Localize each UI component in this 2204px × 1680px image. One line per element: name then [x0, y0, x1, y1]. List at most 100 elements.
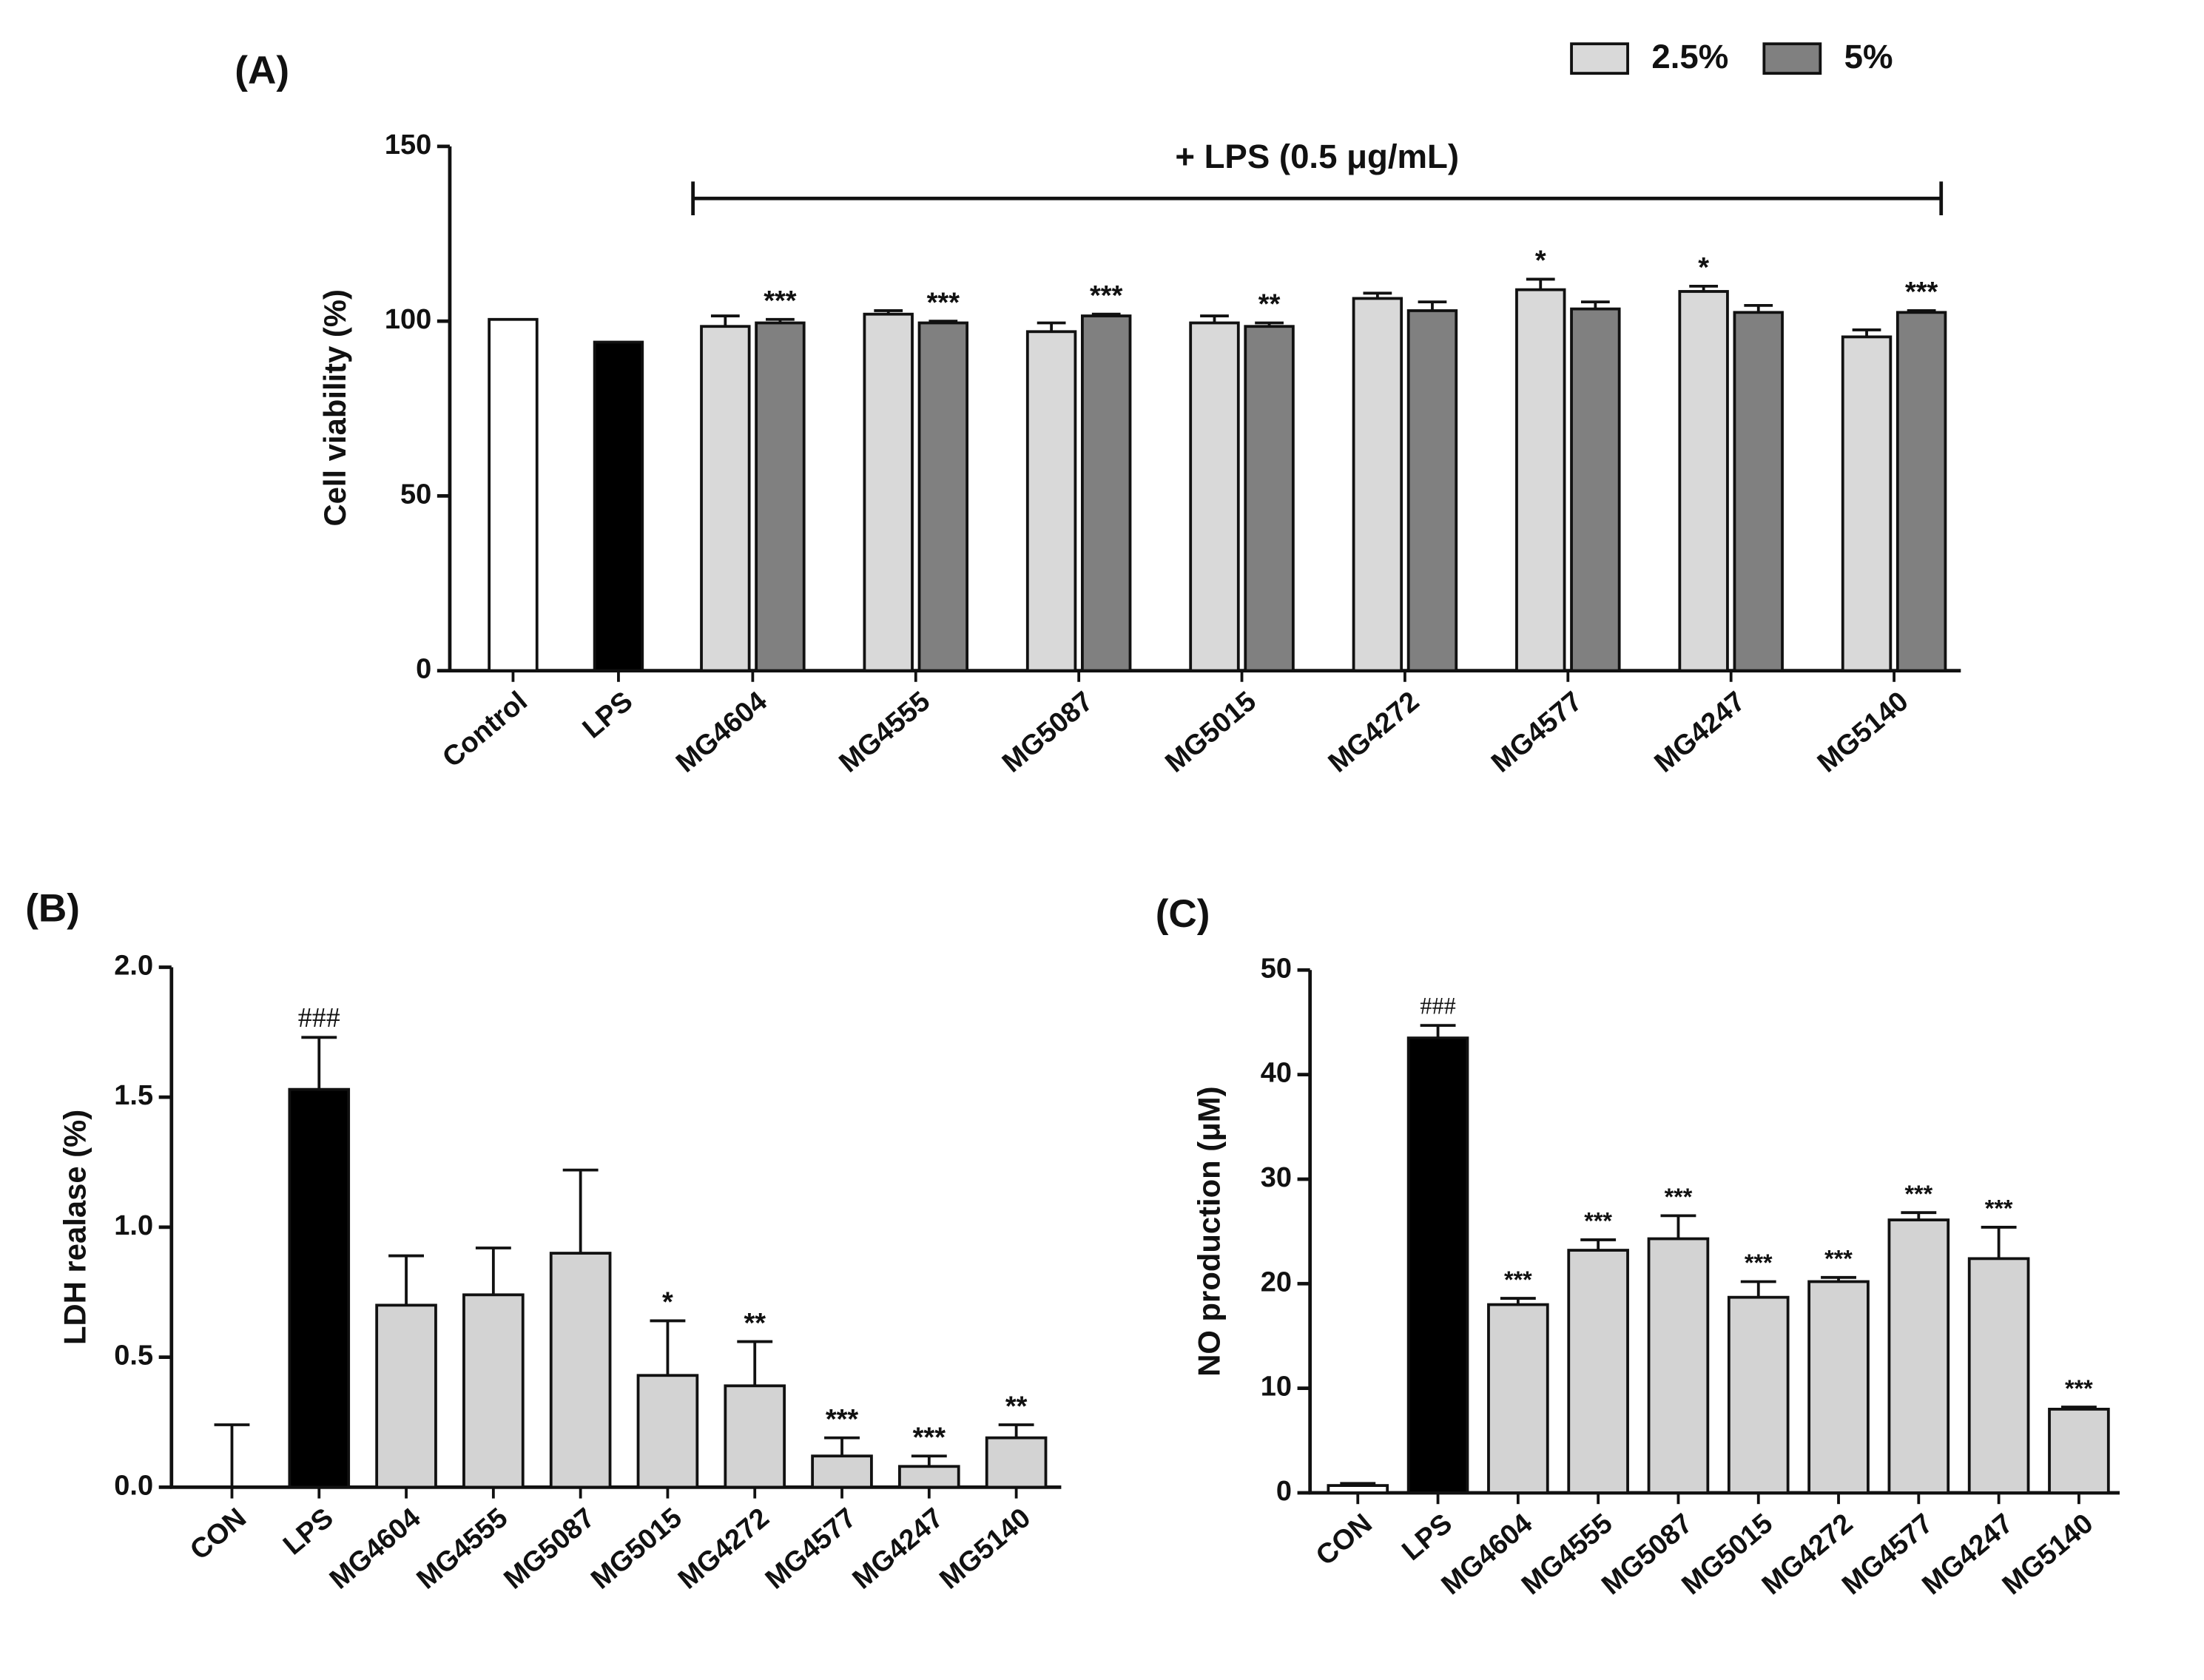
bar — [1406, 309, 1458, 672]
bracket-label: + LPS (0.5 μg/mL) — [1175, 138, 1459, 175]
bar — [724, 1384, 786, 1489]
x-tick-label: MG4247 — [847, 1502, 950, 1596]
legend-swatch — [1570, 42, 1629, 75]
x-tick-label: LPS — [577, 686, 639, 745]
y-tick-label: 0 — [1276, 1476, 1292, 1507]
significance-label: * — [1698, 252, 1709, 283]
significance-label: ** — [1005, 1391, 1028, 1422]
bar — [1352, 297, 1403, 672]
x-tick-label: MG4555 — [834, 686, 937, 779]
bar — [1807, 1280, 1870, 1494]
y-tick-label: 150 — [385, 129, 431, 161]
significance-label: *** — [1745, 1249, 1773, 1276]
bar — [755, 321, 806, 672]
bar — [1244, 325, 1295, 672]
bar — [811, 1454, 873, 1489]
x-tick-label: MG4555 — [1516, 1508, 1619, 1601]
significance-label: ### — [298, 1002, 340, 1033]
x-tick-label: MG5015 — [585, 1502, 688, 1596]
x-tick-label: MG5015 — [1159, 686, 1262, 779]
y-tick-label: 2.0 — [114, 950, 153, 981]
y-axis-label: NO production (μM) — [1192, 1086, 1227, 1376]
significance-label: *** — [1824, 1246, 1853, 1272]
y-tick-label: 1.0 — [114, 1210, 153, 1241]
legend-label: 5% — [1844, 38, 1893, 75]
x-tick-label: MG5140 — [1997, 1508, 2100, 1601]
y-axis-label: LDH realase (%) — [58, 1110, 92, 1345]
bar — [549, 1252, 612, 1489]
significance-label: *** — [2065, 1375, 2093, 1402]
bar — [1487, 1303, 1549, 1494]
significance-label: *** — [1985, 1195, 2013, 1222]
significance-label: *** — [826, 1404, 859, 1435]
bar — [917, 321, 969, 672]
bar — [898, 1465, 960, 1489]
x-tick-label: MG5087 — [498, 1502, 601, 1596]
bar — [375, 1303, 437, 1489]
bar — [1887, 1218, 1950, 1494]
y-tick-label: 40 — [1261, 1058, 1292, 1089]
bar — [1515, 288, 1566, 672]
x-tick-label: MG5015 — [1676, 1508, 1779, 1601]
panel-label: (A) — [235, 49, 289, 92]
x-tick-label: MG4577 — [760, 1502, 863, 1596]
x-tick-label: MG4577 — [1486, 686, 1588, 779]
bar — [2048, 1408, 2110, 1494]
significance-label: *** — [1090, 280, 1123, 311]
bar — [636, 1374, 699, 1489]
y-axis-label: Cell viability (%) — [317, 289, 352, 526]
panel-label: (B) — [25, 886, 80, 930]
bar — [593, 340, 644, 672]
y-tick-label: 0.5 — [114, 1340, 153, 1372]
y-tick-label: 0 — [416, 654, 431, 685]
bar — [1406, 1036, 1469, 1494]
bar — [1567, 1249, 1629, 1494]
bar — [1189, 321, 1240, 672]
panel-label: (C) — [1156, 892, 1210, 936]
legend-swatch — [1762, 42, 1822, 75]
y-tick-label: 20 — [1261, 1266, 1292, 1298]
significance-label: *** — [1665, 1184, 1693, 1210]
x-tick-label: LPS — [1396, 1508, 1458, 1567]
x-tick-label: MG4604 — [1436, 1508, 1539, 1601]
bar — [1895, 311, 1947, 672]
bar — [1647, 1237, 1710, 1494]
x-tick-label: MG5087 — [997, 686, 1099, 779]
significance-label: *** — [927, 287, 960, 318]
bar — [1733, 311, 1784, 672]
y-tick-label: 1.5 — [114, 1080, 153, 1111]
significance-label: * — [662, 1287, 673, 1318]
x-tick-label: MG5140 — [1812, 686, 1915, 779]
x-tick-label: MG4604 — [670, 686, 773, 779]
bar — [1081, 314, 1132, 672]
significance-label: ** — [1258, 289, 1281, 320]
y-tick-label: 30 — [1261, 1162, 1292, 1193]
x-tick-label: MG4272 — [1756, 1508, 1859, 1601]
y-tick-label: 0.0 — [114, 1470, 153, 1501]
bar — [1678, 290, 1729, 672]
significance-label: ** — [744, 1308, 766, 1339]
x-tick-label: Control — [437, 686, 533, 774]
bar — [863, 312, 914, 672]
x-tick-label: MG5140 — [934, 1502, 1037, 1596]
bar — [1570, 307, 1621, 672]
x-tick-label: MG4577 — [1836, 1508, 1939, 1601]
x-tick-label: LPS — [277, 1502, 340, 1562]
significance-label: ### — [1420, 993, 1455, 1019]
y-tick-label: 100 — [385, 304, 431, 335]
x-tick-label: MG4272 — [1323, 686, 1426, 779]
significance-label: *** — [913, 1422, 946, 1453]
bar — [700, 325, 751, 672]
significance-label: *** — [1905, 277, 1938, 308]
bar — [1025, 330, 1077, 672]
legend-label: 2.5% — [1651, 38, 1728, 75]
bar — [985, 1436, 1048, 1489]
y-tick-label: 50 — [400, 479, 431, 510]
x-tick-label: CON — [184, 1502, 252, 1566]
y-tick-label: 50 — [1261, 953, 1292, 984]
significance-label: * — [1535, 246, 1546, 277]
bar — [488, 317, 539, 672]
bar — [1727, 1295, 1790, 1494]
x-tick-label: MG4247 — [1649, 686, 1752, 779]
